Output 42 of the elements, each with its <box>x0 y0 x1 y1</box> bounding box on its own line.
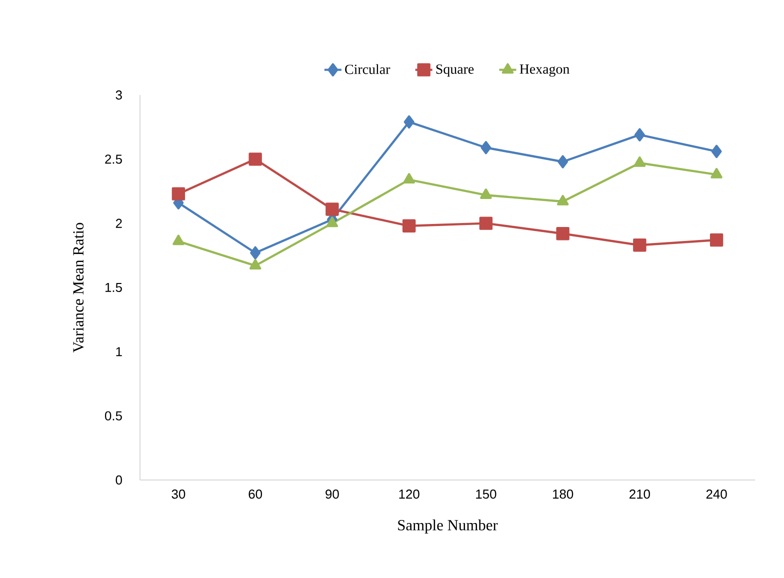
x-tick-label: 150 <box>476 490 496 499</box>
point <box>633 238 646 252</box>
point <box>710 168 722 178</box>
x-axis-title: Sample Number <box>398 520 498 534</box>
point <box>326 216 338 228</box>
point <box>711 144 722 158</box>
point <box>710 233 724 247</box>
x-tick-label: 60 <box>248 490 262 499</box>
legend-label: Hexagon <box>520 64 570 77</box>
x-tick-label: 240 <box>706 490 727 499</box>
y-tick-label: 2.5 <box>105 154 122 164</box>
point <box>404 115 414 129</box>
point <box>480 141 492 154</box>
y-tick-label: 2 <box>116 218 122 228</box>
x-tick-label: 210 <box>630 490 650 499</box>
point <box>403 173 415 184</box>
x-tick-label: 180 <box>552 490 574 499</box>
y-tick-label: 0 <box>116 475 122 485</box>
y-tick-label: 1.5 <box>105 282 122 292</box>
point <box>172 234 184 246</box>
legend-label: Square <box>436 64 474 77</box>
point <box>634 156 646 167</box>
point <box>556 227 570 240</box>
y-tick-label: 3 <box>116 90 122 100</box>
point <box>556 194 569 206</box>
point <box>402 219 416 232</box>
point <box>172 187 186 200</box>
point <box>250 246 261 260</box>
point <box>479 216 493 230</box>
x-tick-label: 90 <box>326 490 339 499</box>
legend-label: Circular <box>345 64 390 74</box>
point <box>249 259 262 270</box>
y-tick-label: 1 <box>116 347 122 356</box>
point <box>326 202 339 216</box>
point <box>558 155 568 168</box>
y-axis-title: Variance Mean Ratio <box>73 222 84 352</box>
point <box>634 128 645 142</box>
point <box>480 188 492 199</box>
point <box>248 152 262 166</box>
y-tick-label: 0.5 <box>104 411 122 420</box>
x-tick-label: 120 <box>399 490 420 499</box>
x-tick-label: 30 <box>172 490 186 499</box>
